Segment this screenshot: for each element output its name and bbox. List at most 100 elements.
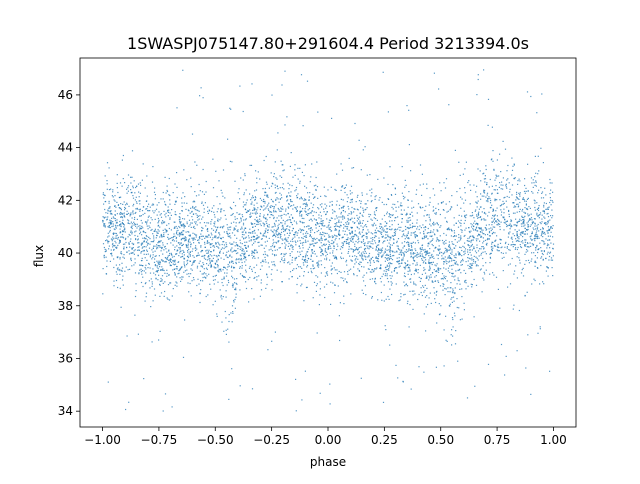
- data-point: [551, 267, 553, 269]
- data-point: [202, 235, 204, 237]
- data-point: [153, 212, 155, 214]
- data-point: [445, 249, 447, 251]
- data-point: [312, 193, 314, 195]
- data-point: [182, 276, 184, 278]
- data-point: [378, 230, 380, 232]
- data-point: [552, 243, 555, 245]
- data-point: [210, 223, 212, 225]
- data-point: [219, 289, 221, 291]
- data-point: [447, 291, 449, 293]
- data-point: [306, 266, 308, 268]
- data-point: [315, 290, 317, 292]
- data-point: [285, 252, 287, 255]
- data-point: [460, 261, 462, 263]
- data-point: [252, 197, 254, 199]
- data-point: [535, 237, 537, 240]
- data-point: [535, 233, 537, 235]
- data-point: [530, 260, 532, 262]
- data-point: [214, 221, 216, 223]
- data-point: [471, 212, 473, 214]
- data-point: [256, 264, 258, 266]
- data-point: [195, 247, 197, 249]
- data-point: [539, 326, 541, 328]
- data-point: [358, 269, 360, 272]
- data-point: [177, 242, 179, 244]
- data-point: [304, 258, 307, 260]
- data-point: [112, 233, 115, 235]
- data-point: [209, 263, 211, 265]
- data-point: [437, 203, 439, 205]
- data-point: [119, 258, 121, 260]
- data-point: [336, 222, 338, 224]
- data-point: [364, 146, 366, 148]
- data-point: [312, 215, 314, 217]
- data-point: [164, 290, 166, 293]
- data-point: [275, 177, 277, 179]
- data-point: [215, 229, 217, 231]
- data-point: [531, 239, 533, 241]
- data-point: [282, 260, 284, 262]
- data-point: [375, 245, 378, 248]
- data-point: [161, 247, 163, 250]
- data-point: [430, 225, 432, 227]
- data-point: [392, 238, 395, 240]
- data-point: [394, 188, 396, 190]
- data-point: [284, 246, 286, 248]
- data-point: [212, 279, 215, 281]
- data-point: [215, 255, 217, 257]
- data-point: [492, 209, 494, 211]
- data-point: [231, 161, 233, 163]
- data-point: [385, 225, 387, 227]
- data-point: [403, 294, 405, 296]
- data-point: [162, 260, 164, 262]
- data-point: [183, 251, 185, 253]
- data-point: [362, 207, 364, 209]
- data-point: [497, 245, 499, 247]
- data-point: [363, 248, 366, 250]
- data-point: [266, 240, 268, 242]
- data-point: [293, 268, 295, 270]
- data-point: [404, 275, 406, 278]
- data-point: [273, 246, 275, 248]
- data-point: [437, 224, 439, 226]
- data-point: [372, 237, 374, 239]
- data-point: [428, 204, 430, 206]
- data-point: [541, 240, 543, 242]
- data-point: [491, 248, 493, 250]
- data-point: [454, 259, 456, 262]
- data-point: [223, 241, 225, 243]
- data-point: [128, 253, 131, 255]
- data-point: [248, 231, 250, 234]
- data-point: [524, 245, 526, 247]
- data-point: [251, 231, 254, 233]
- data-point: [513, 224, 515, 226]
- data-point: [405, 236, 408, 238]
- data-point: [200, 245, 202, 247]
- data-point: [320, 264, 323, 266]
- data-point: [419, 232, 421, 234]
- data-point: [526, 198, 529, 200]
- data-point: [191, 280, 193, 282]
- data-point: [373, 217, 375, 219]
- data-point: [317, 276, 319, 278]
- data-point: [279, 247, 281, 249]
- data-point: [541, 192, 543, 194]
- data-point: [220, 294, 222, 297]
- data-point: [541, 230, 543, 232]
- data-point: [449, 209, 451, 211]
- data-point: [217, 237, 219, 239]
- data-point: [457, 251, 459, 253]
- data-point: [367, 242, 369, 244]
- data-point: [243, 258, 245, 260]
- data-point: [183, 224, 185, 226]
- data-point: [208, 258, 210, 260]
- data-point: [221, 243, 223, 246]
- data-point: [518, 211, 521, 213]
- data-point: [407, 244, 409, 246]
- data-point: [471, 249, 473, 251]
- data-point: [397, 201, 399, 203]
- data-point: [210, 264, 212, 266]
- data-point: [260, 224, 262, 227]
- data-point: [349, 238, 351, 240]
- data-point: [273, 217, 275, 220]
